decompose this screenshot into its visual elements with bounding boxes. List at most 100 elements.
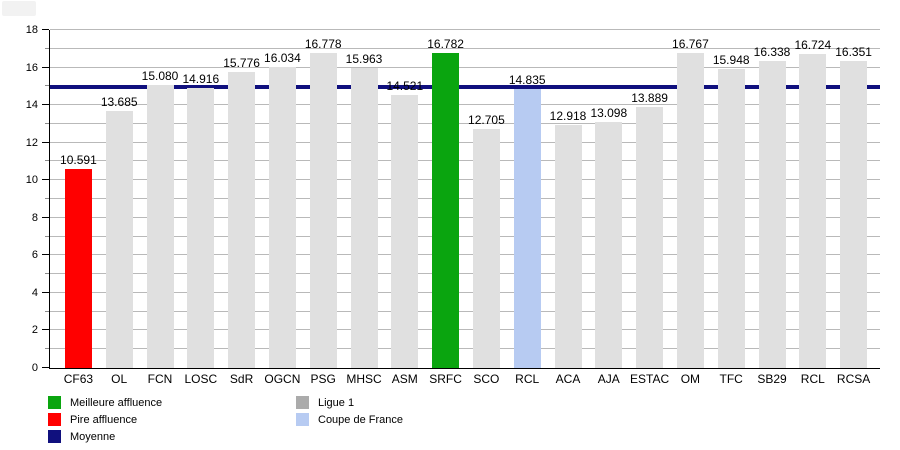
y-axis-tick-label: 0: [31, 362, 38, 374]
bar-value-label: 12.918: [549, 109, 587, 124]
y-axis-minor-tick: [45, 85, 49, 87]
x-axis-label: TFC: [719, 372, 743, 386]
gridline: [50, 273, 880, 275]
bar-sco: [472, 129, 500, 368]
bar-mhsc: [350, 68, 378, 368]
bar-value-label: 14.521: [386, 79, 424, 94]
x-axis-label: CF63: [63, 372, 94, 386]
x-axis-label: RCL: [515, 372, 540, 386]
y-axis-major-tick: [42, 291, 49, 293]
gridline: [50, 329, 880, 331]
gridline: [50, 66, 880, 68]
legend-label: Moyenne: [70, 430, 116, 443]
y-axis-minor-tick: [45, 122, 49, 124]
x-axis-label: PSG: [310, 372, 336, 386]
bar-value-label: 10.591: [60, 153, 97, 168]
bar-value-label: 12.705: [468, 113, 505, 128]
x-axis-label: SdR: [229, 372, 254, 386]
bar-om: [676, 53, 704, 368]
x-axis-label: SCO: [473, 372, 500, 386]
plot-area: 0 2 4 6 8 10 12 14 16 18 10.591 13.685 15.080 14.916 1…: [26, 24, 880, 374]
bar-sdr: [228, 71, 256, 368]
gridline: [50, 198, 880, 199]
bar-cf63: [64, 169, 92, 368]
x-axis-label: MHSC: [346, 372, 382, 386]
gridline: [50, 141, 880, 143]
chart-legend-right: Ligue 1 Coupe de France: [296, 396, 403, 426]
legend-label: Pire affluence: [70, 413, 138, 426]
bar-value-label: 15.963: [345, 52, 383, 67]
x-axis-label: ASM: [391, 372, 418, 386]
screenshot-corner-artifact: [2, 1, 36, 16]
bar-value-label: 15.080: [141, 68, 179, 83]
y-axis-tick-label: 14: [25, 99, 38, 112]
y-axis-minor-tick: [45, 348, 49, 350]
bar-losc: [187, 87, 215, 368]
y-axis-tick-label: 16: [25, 61, 38, 74]
y-axis-minor-tick: [45, 273, 49, 275]
legend-item: Coupe de France: [296, 413, 403, 426]
legend-item: Meilleure affluence: [48, 396, 162, 409]
x-axis-label: AJA: [597, 372, 620, 386]
gridline: [50, 310, 880, 312]
y-axis-minor-tick: [45, 235, 49, 237]
y-axis-minor-tick: [45, 310, 49, 312]
y-axis-tick-label: 2: [31, 324, 38, 337]
legend-label: Ligue 1: [318, 396, 355, 409]
bar-aja: [595, 122, 623, 368]
x-axis-label: ACA: [555, 372, 581, 386]
gridline: [50, 104, 880, 106]
bar-value-label: 13.685: [100, 95, 138, 110]
x-axis-line: [49, 368, 880, 369]
x-axis-label: SB29: [757, 372, 787, 386]
y-axis-major-tick: [42, 329, 49, 331]
legend-item: Moyenne: [48, 430, 162, 443]
x-axis-label: OL: [111, 372, 128, 386]
x-axis-label: OGCN: [264, 372, 301, 386]
y-axis-minor-tick: [45, 160, 49, 162]
y-axis-minor-tick: [45, 47, 49, 49]
bar-psg: [309, 52, 337, 368]
legend-item: Pire affluence: [48, 413, 162, 426]
x-axis-label: RCL: [800, 372, 825, 386]
x-axis-label: LOSC: [184, 372, 218, 386]
legend-item: Ligue 1: [296, 396, 403, 409]
y-axis-tick-label: 8: [31, 211, 38, 224]
gridline: [50, 291, 880, 293]
x-axis-label: OM: [680, 372, 701, 386]
bar-value-label: 14.916: [182, 71, 220, 86]
y-axis-tick-label: 4: [31, 286, 38, 299]
gridline: [50, 216, 880, 218]
bar-value-label: 16.351: [835, 44, 872, 59]
y-axis-major-tick: [42, 141, 49, 143]
y-axis-major-tick: [42, 254, 49, 256]
gridline: [50, 29, 880, 30]
bar-value-label: 13.889: [631, 91, 668, 106]
bar-ol: [105, 111, 133, 368]
bar-ogcn: [268, 66, 296, 368]
y-axis-tick-label: 12: [25, 136, 38, 149]
y-axis-tick-label: 18: [25, 24, 38, 36]
gridline: [50, 235, 880, 237]
y-axis-major-tick: [42, 29, 49, 30]
bar-fcn: [146, 84, 174, 368]
y-axis-major-tick: [42, 66, 49, 68]
x-axis-label: ESTAC: [630, 372, 670, 386]
legend-swatch: [48, 413, 61, 426]
legend-label: Meilleure affluence: [70, 396, 163, 409]
gridline: [50, 160, 880, 162]
average-line: [49, 84, 880, 89]
bar-value-label: 16.338: [753, 45, 791, 60]
chart-legend-left: Meilleure affluence Pire affluence Moyenne: [48, 396, 162, 443]
x-axis-label: RCSA: [836, 372, 871, 386]
legend-swatch: [296, 396, 309, 409]
bar-value-label: 16.782: [427, 36, 464, 51]
x-axis-label: SRFC: [429, 372, 462, 386]
y-axis-major-tick: [42, 104, 49, 106]
x-axis-labels: CF63 OL FCN LOSC SdR OGCN PSG MHSC ASM SRFC SCO RCL…: [50, 372, 880, 388]
y-axis-major-tick: [42, 216, 49, 218]
y-axis-major-tick: [42, 179, 49, 181]
bar-value-label: 16.778: [304, 36, 342, 51]
y-axis-minor-tick: [45, 198, 49, 199]
